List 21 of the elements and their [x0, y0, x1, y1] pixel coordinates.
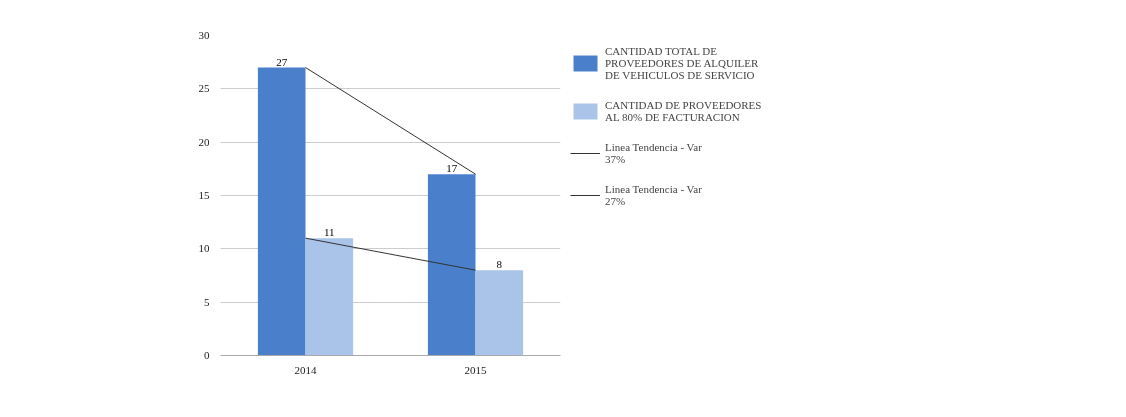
- data-label: 11: [324, 226, 335, 239]
- y-tick-label: 5: [204, 295, 210, 308]
- bar: [427, 174, 476, 356]
- y-tick-label: 25: [198, 82, 210, 95]
- bar: [305, 238, 354, 356]
- y-tick-label: 20: [198, 135, 210, 148]
- data-label: 17: [446, 162, 458, 175]
- legend-label: CANTIDAD DE PROVEEDORES AL 80% DE FACTURACION: [605, 99, 762, 123]
- legend-label: Linea Tendencia - Var 37%: [605, 141, 702, 165]
- x-tick-label: 2014: [294, 363, 317, 376]
- legend-label: Linea Tendencia - Var 27%: [605, 183, 702, 207]
- bar: [257, 67, 306, 356]
- x-tick-label: 2015: [464, 363, 487, 376]
- y-tick-label: 0: [204, 349, 210, 361]
- bar: [475, 270, 524, 356]
- legend-label: CANTIDAD TOTAL DE PROVEEDORES DE ALQUILER DE VEHICULOS DE SERVICIO: [605, 45, 759, 81]
- y-tick-label: 30: [198, 29, 210, 41]
- y-tick-label: 10: [198, 242, 210, 255]
- data-label: 27: [276, 55, 288, 68]
- y-tick-label: 15: [198, 189, 210, 201]
- data-label: 8: [496, 258, 503, 271]
